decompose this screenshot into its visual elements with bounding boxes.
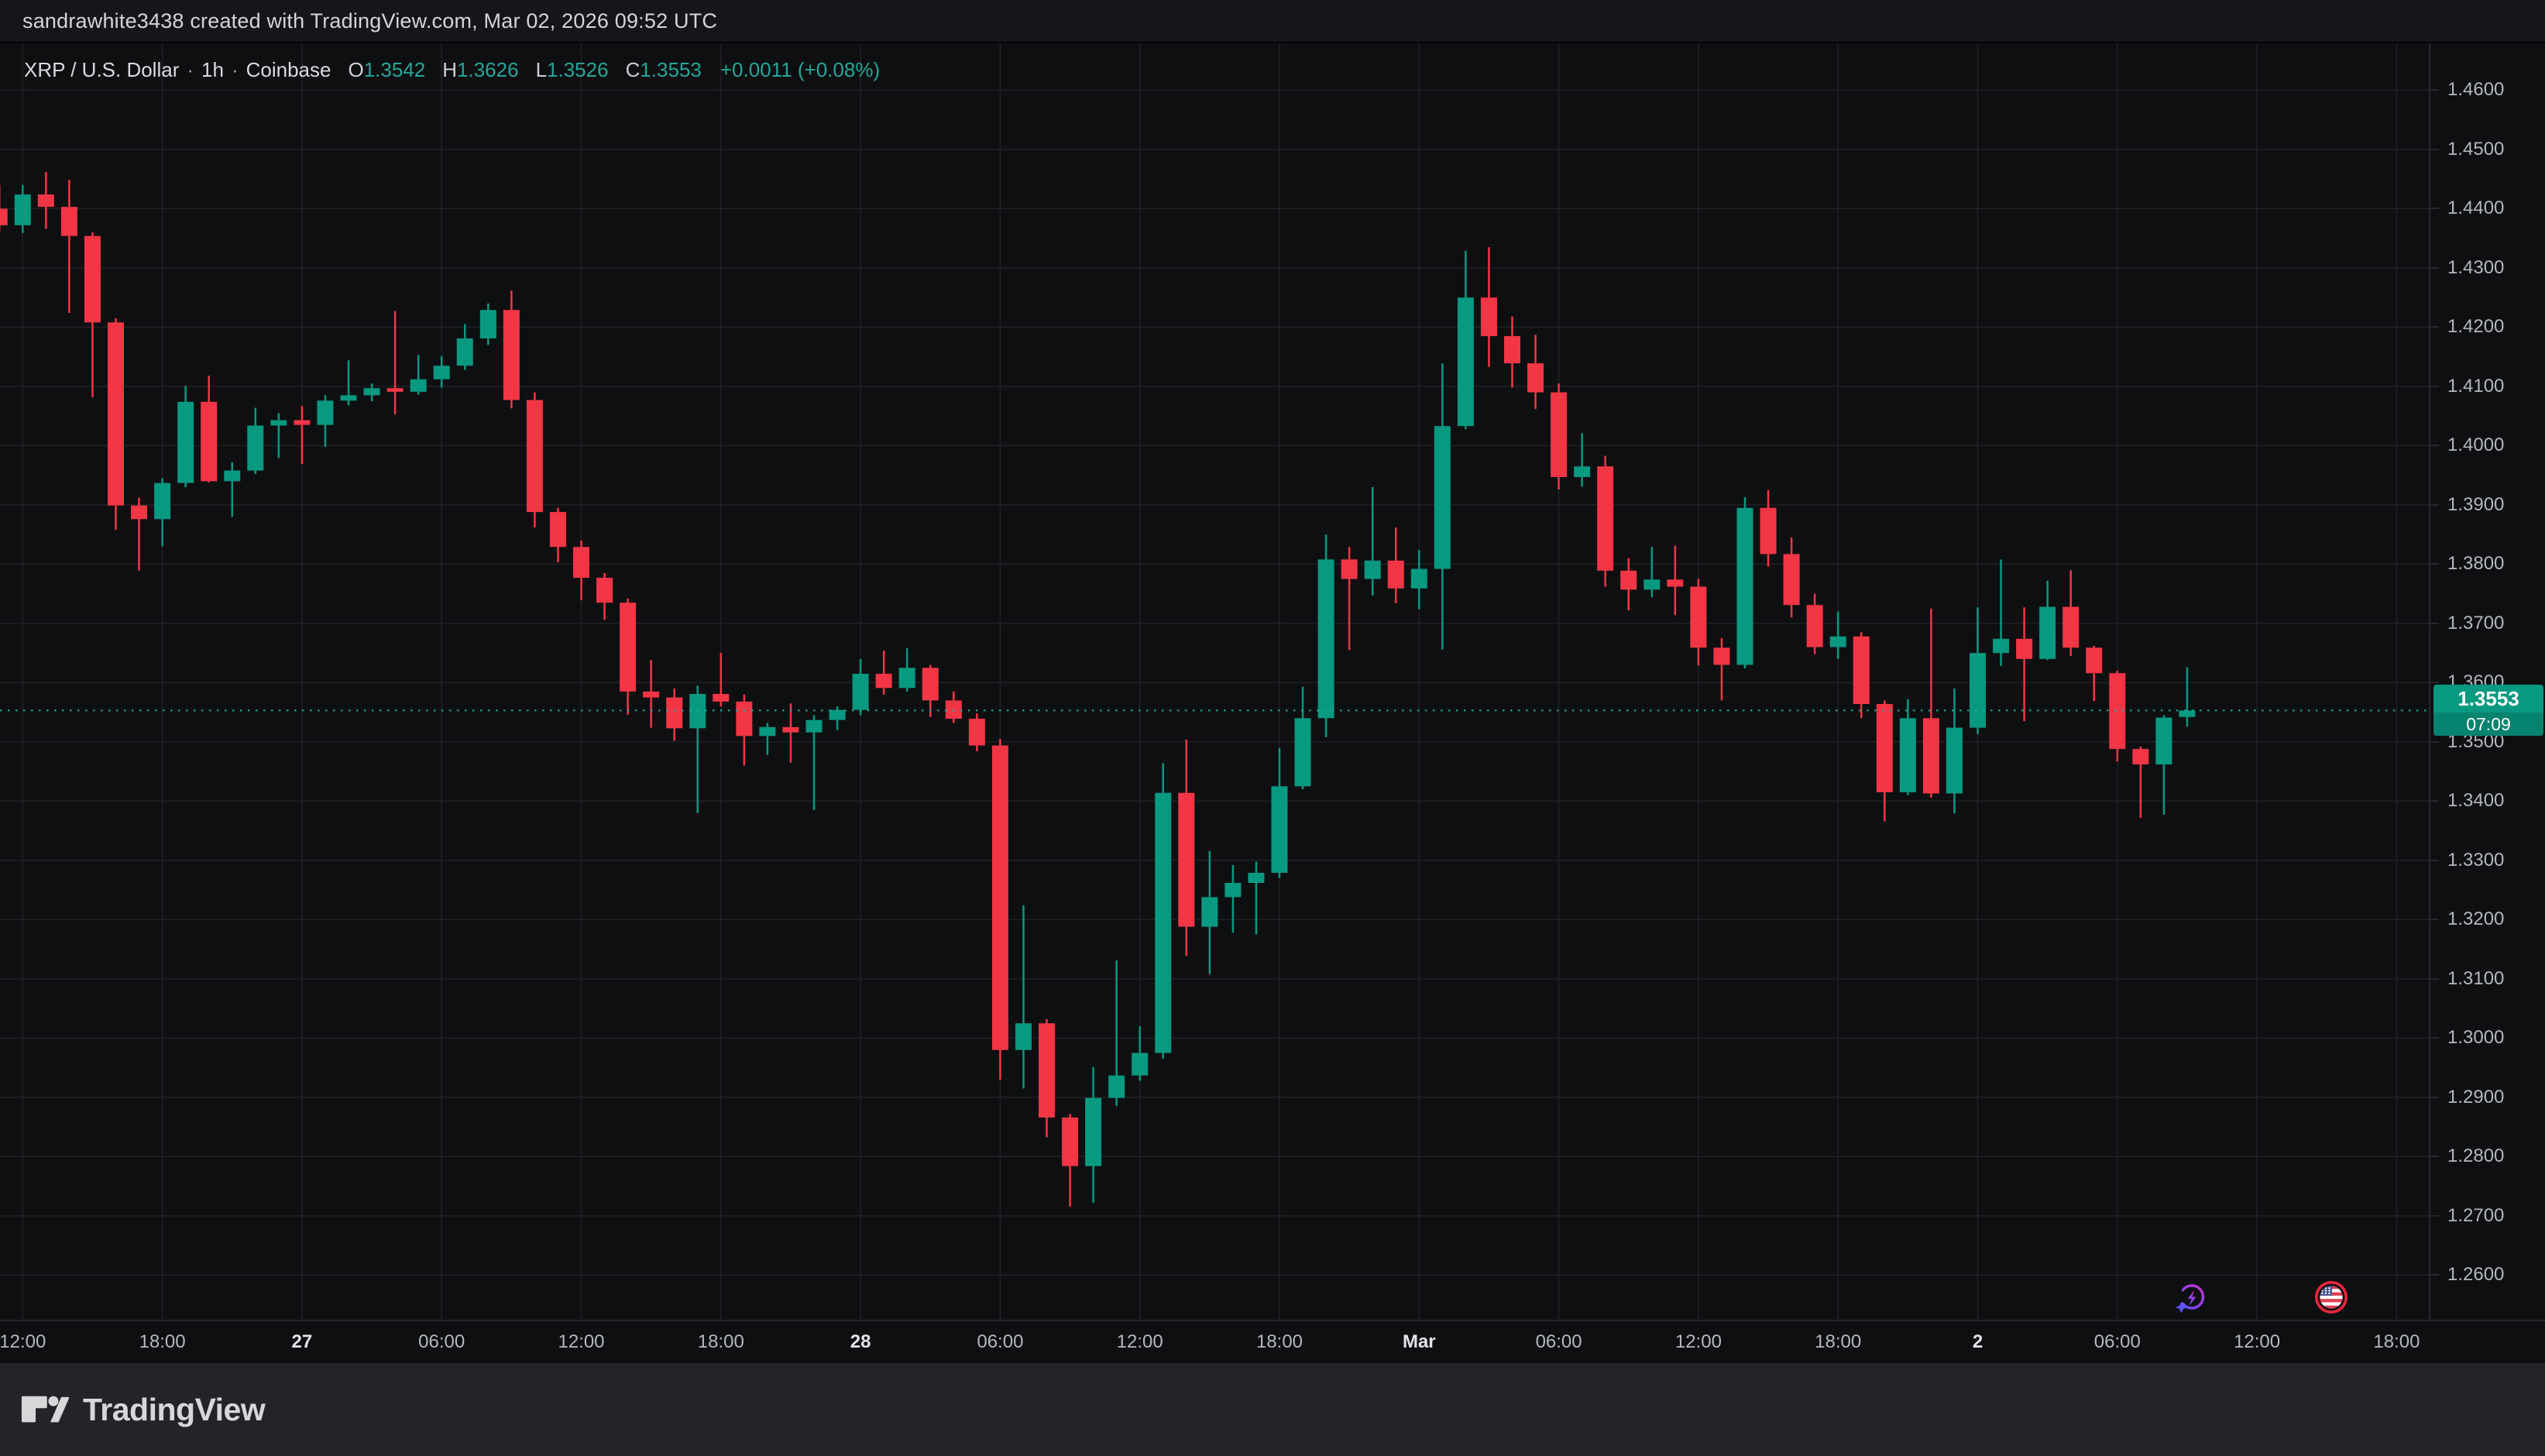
price-axis-tick (2430, 503, 2439, 506)
price-axis-tick (2430, 740, 2439, 743)
time-axis-label: 18:00 (2373, 1331, 2420, 1352)
price-axis-tick (2430, 1156, 2439, 1158)
open-value: 1.3542 (363, 57, 426, 81)
price-axis-label: 1.3000 (2447, 1027, 2505, 1049)
price-axis-label: 1.3200 (2447, 908, 2505, 930)
tradingview-wordmark: TradingView (83, 1391, 266, 1427)
time-axis-label: 06:00 (1535, 1331, 1582, 1352)
price-axis-tick (2430, 445, 2439, 447)
price-axis-tick (2430, 148, 2439, 150)
time-axis-label: 28 (850, 1331, 871, 1352)
interval-label: 1h (201, 57, 224, 81)
footer-bar: TradingView (0, 1362, 2545, 1456)
price-axis-label: 1.3100 (2447, 967, 2505, 989)
price-axis-label: 1.4500 (2447, 138, 2505, 160)
price-axis-label: 1.4600 (2447, 79, 2505, 101)
time-axis-label: 12:00 (1116, 1331, 1163, 1352)
tradingview-logo[interactable]: TradingView (20, 1391, 266, 1428)
us-flag-economic-event-icon[interactable] (2314, 1280, 2348, 1314)
price-axis-tick (2430, 622, 2439, 624)
price-axis-label: 1.3800 (2447, 553, 2505, 575)
price-axis-tick (2430, 1214, 2439, 1217)
time-axis-label: 12:00 (1674, 1331, 1722, 1352)
price-axis-label: 1.3400 (2447, 790, 2505, 812)
time-axis-label: 18:00 (697, 1331, 744, 1352)
price-axis-tick (2430, 1096, 2439, 1098)
price-axis-label: 1.4300 (2447, 256, 2505, 278)
price-axis-label: 1.3900 (2447, 493, 2505, 515)
attribution-text: sandrawhite3438 created with TradingView… (22, 9, 718, 33)
symbol-title: XRP / U.S. Dollar (24, 57, 180, 81)
price-axis[interactable]: 1.3553 07:09 1.4600 1.4500 1.4400 1.4300 1.4… (2429, 43, 2545, 1320)
time-axis[interactable]: 12:00 18:00 27 06:00 12:00 18:00 28 06:00 12:00 1… (0, 1320, 2545, 1363)
ai-spark-icon[interactable] (2173, 1282, 2207, 1316)
legend-separator: · (231, 57, 239, 81)
time-axis-label: 18:00 (1255, 1331, 1303, 1352)
symbol-legend[interactable]: XRP / U.S. Dollar · 1h · Coinbase O 1.35… (24, 54, 880, 85)
bar-countdown: 07:09 (2433, 713, 2543, 737)
last-price-value: 1.3553 (2457, 687, 2519, 711)
high-value: 1.3626 (457, 57, 519, 81)
time-axis-label: 12:00 (0, 1331, 46, 1352)
close-label: C (625, 57, 641, 81)
price-axis-tick (2430, 266, 2439, 269)
high-label: H (442, 57, 458, 81)
legend-separator: · (187, 57, 194, 81)
price-axis-tick (2430, 326, 2439, 328)
price-axis-label: 1.2900 (2447, 1086, 2505, 1107)
price-axis-label: 1.3300 (2447, 849, 2505, 871)
close-value: 1.3553 (640, 57, 702, 81)
time-axis-label: 06:00 (2093, 1331, 2141, 1352)
price-axis-label: 1.3700 (2447, 612, 2505, 634)
exchange-label: Coinbase (246, 57, 331, 81)
low-label: L (535, 57, 548, 81)
price-axis-label: 1.4200 (2447, 316, 2505, 338)
price-axis-tick (2430, 563, 2439, 565)
price-axis-tick (2430, 919, 2439, 921)
time-axis-label: 2 (1972, 1331, 1983, 1352)
time-axis-label: 12:00 (558, 1331, 605, 1352)
price-axis-tick (2430, 385, 2439, 387)
change-value: +0.0011 (+0.08%) (720, 57, 881, 81)
open-label: O (348, 57, 364, 81)
time-axis-label: 06:00 (977, 1331, 1024, 1352)
price-axis-label: 1.2700 (2447, 1204, 2505, 1226)
price-axis-tick (2430, 1274, 2439, 1276)
price-axis-tick (2430, 800, 2439, 802)
time-axis-label: 18:00 (1815, 1331, 1862, 1352)
price-axis-tick (2430, 682, 2439, 684)
time-axis-label: 12:00 (2234, 1331, 2281, 1352)
price-axis-tick (2430, 859, 2439, 861)
last-price-badge: 1.3553 07:09 (2433, 685, 2543, 737)
price-axis-tick (2430, 977, 2439, 980)
price-axis-label: 1.4000 (2447, 434, 2505, 456)
price-axis-label: 1.2800 (2447, 1145, 2505, 1167)
time-axis-label: 27 (291, 1331, 313, 1352)
time-axis-label: 06:00 (418, 1331, 465, 1352)
time-axis-label: Mar (1402, 1331, 1436, 1352)
attribution-bar: sandrawhite3438 created with TradingView… (0, 0, 2545, 43)
chart-area[interactable]: XRP / U.S. Dollar · 1h · Coinbase O 1.35… (0, 43, 2545, 1363)
price-axis-label: 1.4100 (2447, 375, 2505, 397)
price-axis-tick (2430, 89, 2439, 91)
price-axis-label: 1.4400 (2447, 197, 2505, 219)
time-axis-label: 18:00 (139, 1331, 186, 1352)
price-axis-tick (2430, 1037, 2439, 1039)
low-value: 1.3526 (547, 57, 609, 81)
price-axis-tick (2430, 208, 2439, 210)
price-axis-label: 1.2600 (2447, 1264, 2505, 1286)
candlestick-plot[interactable] (0, 43, 2429, 1320)
tradingview-glyph-icon (21, 1396, 70, 1423)
